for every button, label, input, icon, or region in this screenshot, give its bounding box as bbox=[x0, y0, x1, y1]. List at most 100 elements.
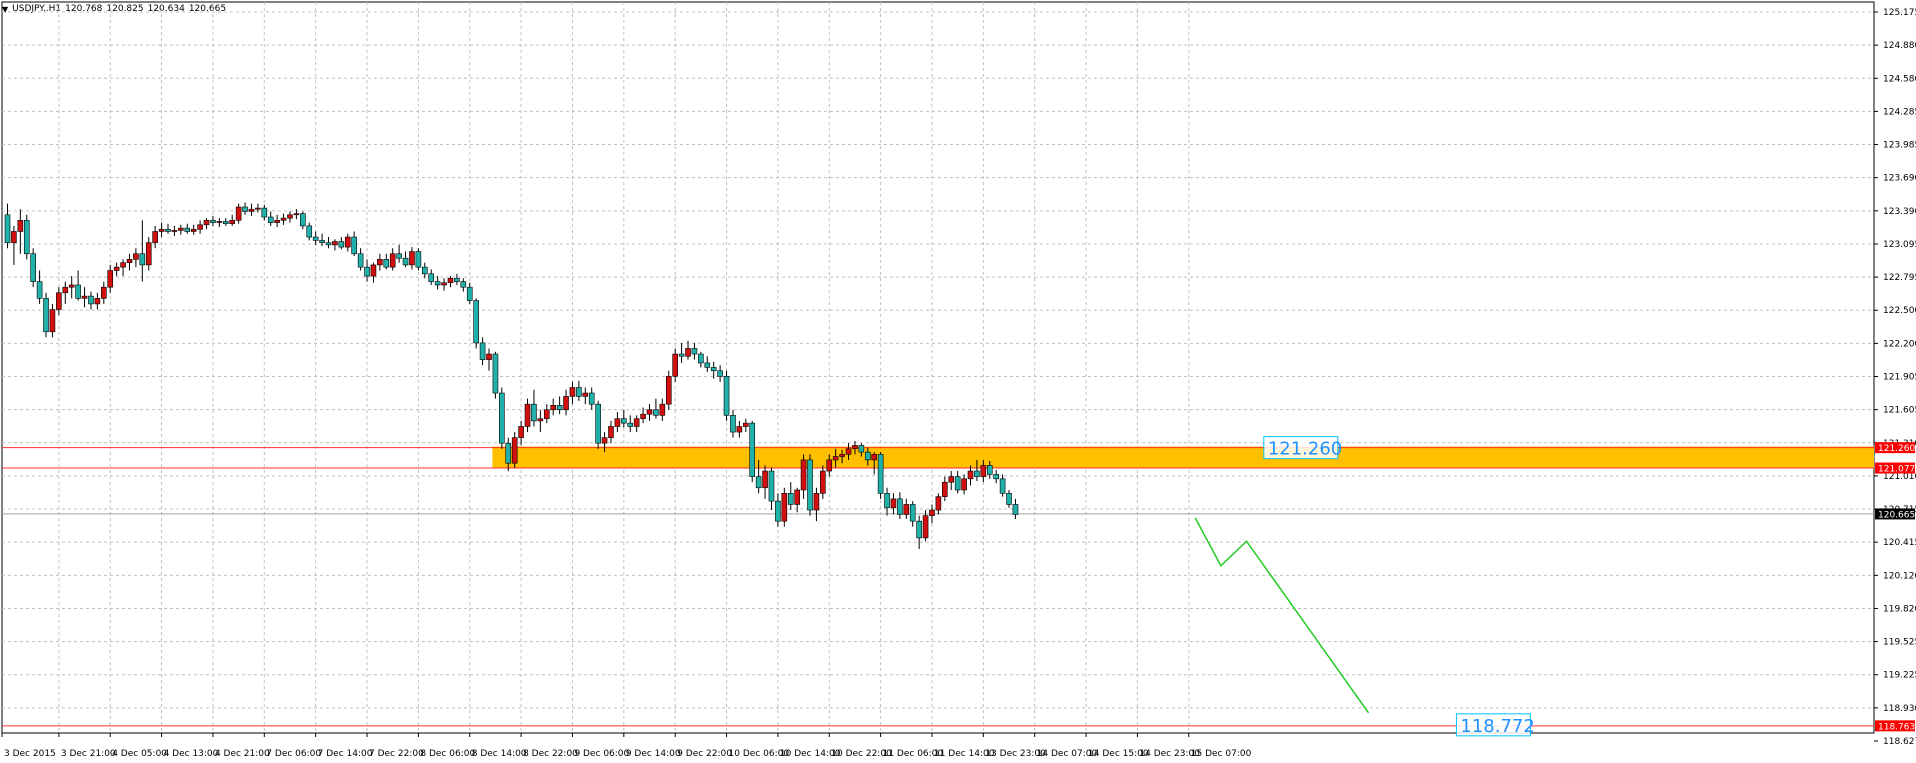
candle bbox=[287, 211, 293, 223]
candle-body bbox=[332, 241, 338, 246]
candle bbox=[30, 248, 36, 288]
candle-body bbox=[255, 207, 261, 210]
candle-body bbox=[23, 220, 30, 255]
axes-layer: 125.175 124.880 124.580 124.285 123.985 123.6… bbox=[1, 8, 1916, 759]
candle-body bbox=[730, 415, 736, 433]
resistance-zone-layer bbox=[492, 446, 1874, 468]
candle bbox=[576, 380, 582, 401]
candle-body bbox=[974, 470, 980, 477]
candle bbox=[640, 407, 646, 424]
candle bbox=[171, 225, 178, 236]
candle bbox=[601, 432, 608, 453]
x-tick-label: 13 Dec 23:00 bbox=[985, 749, 1046, 759]
candle-body bbox=[312, 236, 319, 241]
candle-body bbox=[94, 298, 101, 305]
price-callout[interactable]: 118.772 bbox=[1455, 713, 1535, 737]
candle bbox=[248, 203, 255, 216]
candle-body bbox=[942, 481, 948, 497]
candle bbox=[505, 437, 512, 472]
candle-body bbox=[505, 442, 512, 464]
price-callout[interactable]: 121.260 bbox=[1263, 436, 1342, 460]
candle bbox=[813, 487, 820, 522]
candle bbox=[88, 291, 94, 310]
candle bbox=[845, 443, 852, 460]
candle bbox=[871, 452, 878, 475]
candle bbox=[197, 220, 203, 234]
candle-body bbox=[101, 286, 107, 299]
y-tick-label: 120.120 bbox=[1883, 571, 1916, 581]
candle-body bbox=[550, 405, 557, 411]
candle-body bbox=[627, 422, 634, 427]
candle bbox=[633, 415, 640, 433]
candle bbox=[954, 471, 961, 494]
x-tick-label: 8 Dec 06:00 bbox=[420, 749, 475, 759]
x-tick-label: 10 Dec 14:00 bbox=[780, 749, 841, 759]
candle bbox=[588, 387, 595, 410]
candle bbox=[794, 487, 800, 513]
candle bbox=[460, 278, 467, 292]
candle bbox=[852, 440, 858, 455]
x-tick-label: 3 Dec 21:00 bbox=[61, 749, 116, 759]
candle-body bbox=[909, 504, 916, 522]
candle-body bbox=[454, 277, 460, 282]
candle bbox=[421, 262, 428, 279]
candle bbox=[903, 498, 910, 519]
candle bbox=[165, 223, 171, 234]
candle-body bbox=[787, 493, 794, 505]
candle-body bbox=[961, 478, 967, 491]
candle bbox=[184, 223, 191, 234]
candle-body bbox=[4, 214, 11, 243]
candle bbox=[428, 269, 435, 285]
candle-body bbox=[665, 376, 672, 405]
x-tick-label: 4 Dec 21:00 bbox=[215, 749, 270, 759]
candle bbox=[736, 420, 743, 438]
candle bbox=[678, 342, 685, 363]
candle bbox=[255, 203, 261, 213]
projection-line[interactable] bbox=[1194, 517, 1370, 714]
x-tick-label: 14 Dec 23:00 bbox=[1139, 749, 1200, 759]
candle-body bbox=[595, 403, 601, 444]
candle-body bbox=[261, 207, 268, 218]
candle-body bbox=[794, 489, 800, 505]
y-tick-label: 119.525 bbox=[1883, 638, 1916, 648]
candle-body bbox=[524, 403, 531, 427]
candle-body bbox=[621, 418, 627, 424]
current-price-tag bbox=[1875, 508, 1915, 520]
y-tick-label: 123.390 bbox=[1883, 207, 1916, 217]
candle bbox=[190, 224, 197, 235]
candle bbox=[717, 365, 723, 382]
x-tick-label: 7 Dec 22:00 bbox=[369, 749, 424, 759]
candle-body bbox=[210, 220, 216, 223]
candle bbox=[441, 278, 447, 291]
candle bbox=[293, 209, 300, 220]
candle bbox=[967, 465, 974, 486]
symbol-label: USDJPY..H1 bbox=[12, 4, 62, 14]
candle bbox=[800, 454, 807, 499]
candle bbox=[49, 303, 56, 338]
candle-body bbox=[152, 231, 158, 243]
dropdown-triangle-icon[interactable]: ▼ bbox=[2, 4, 9, 14]
candle-body bbox=[248, 208, 255, 212]
level-tag-label: 118.763 bbox=[1878, 722, 1915, 732]
candle bbox=[768, 467, 775, 511]
candle-body bbox=[325, 242, 332, 246]
candle bbox=[704, 356, 711, 372]
candle-body bbox=[447, 277, 454, 284]
candle-body bbox=[81, 295, 88, 299]
candle bbox=[402, 251, 409, 268]
candle-body bbox=[75, 284, 81, 299]
x-tick-label: 8 Dec 22:00 bbox=[523, 749, 578, 759]
candle-body bbox=[762, 470, 768, 489]
x-tick-label: 3 Dec 2015 bbox=[4, 749, 56, 759]
candle-body bbox=[287, 214, 293, 219]
y-tick-label: 124.580 bbox=[1883, 74, 1916, 84]
candles-layer bbox=[4, 202, 1019, 550]
candle-body bbox=[158, 228, 165, 232]
candle bbox=[730, 409, 736, 438]
candle bbox=[948, 471, 955, 490]
candle bbox=[158, 222, 165, 238]
candle bbox=[454, 273, 460, 285]
candle-body bbox=[903, 504, 910, 515]
candle-body bbox=[832, 456, 839, 461]
